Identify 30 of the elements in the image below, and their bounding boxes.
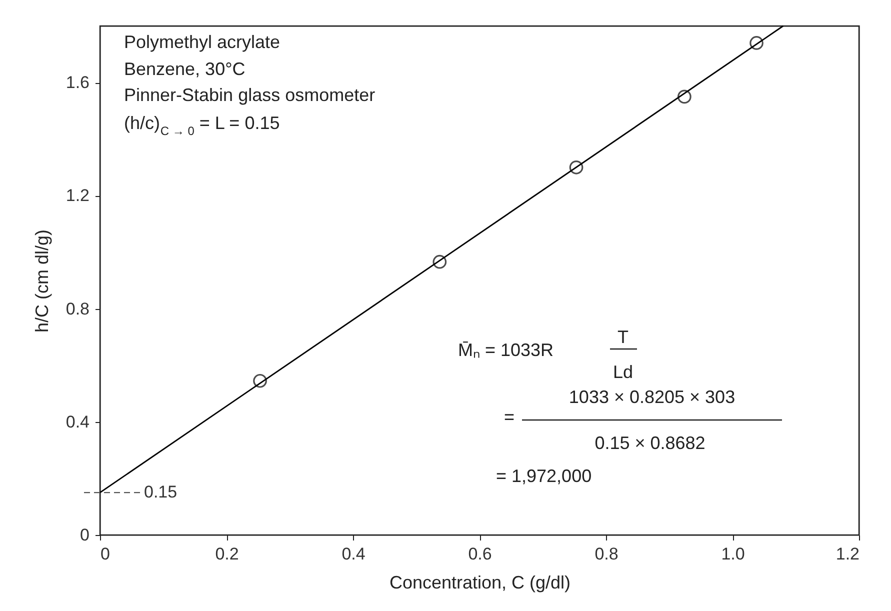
- x-tick-label: 0: [100, 544, 110, 564]
- y-axis-title: h/C (cm dl/g): [32, 229, 52, 333]
- x-axis-title: Concentration, C (g/dl): [389, 572, 571, 592]
- annotation: =: [504, 407, 515, 427]
- annotation: T: [618, 327, 628, 347]
- point: [253, 374, 267, 388]
- x-tick-label: 0.4: [342, 544, 366, 564]
- x-tick-label: 0.8: [594, 544, 618, 564]
- point: [750, 36, 764, 50]
- annotation: = 1,972,000: [496, 466, 592, 486]
- x-tick-label: 1.2: [836, 544, 860, 564]
- ref-line-label: 0.15: [144, 482, 178, 502]
- x-tick-label: 0.6: [468, 544, 492, 564]
- annotation: M̄ₙ = 1033R: [458, 340, 554, 360]
- point: [432, 254, 447, 269]
- point: [569, 160, 584, 174]
- annotation: Benzene, 30°C: [124, 59, 246, 79]
- annotation: 0.15 × 0.8682: [594, 433, 706, 453]
- y-tick-label: 0.4: [66, 412, 90, 432]
- annotation: Pinner-Stabin glass osmometer: [124, 85, 376, 105]
- y-tick-label: 1.6: [66, 73, 90, 92]
- annotation: Ld: [612, 362, 634, 382]
- point: [678, 90, 692, 104]
- x-tick-label: 0.2: [215, 544, 239, 564]
- annotation: 1033 × 0.8205 × 303: [568, 387, 736, 407]
- x-tick-label: 1.0: [721, 544, 745, 564]
- y-tick-label: 0.8: [66, 299, 90, 318]
- annotation: Polymethyl acrylate: [124, 32, 280, 52]
- y-tick-label: 1.2: [66, 186, 90, 206]
- y-tick-label: 0: [80, 526, 90, 544]
